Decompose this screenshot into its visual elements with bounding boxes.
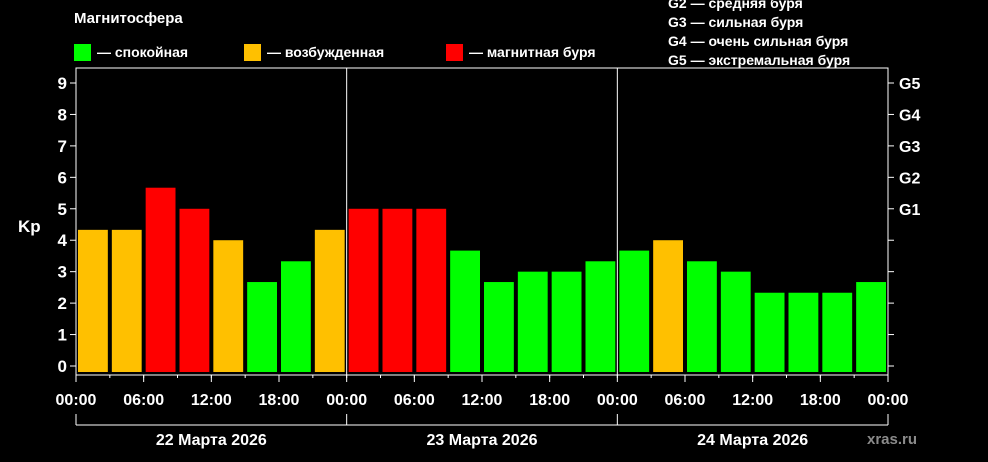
legend-label-excited: — возбужденная bbox=[267, 44, 385, 60]
kp-bar bbox=[856, 282, 886, 372]
g-scale-label: G3 bbox=[899, 139, 920, 156]
kp-bar bbox=[653, 240, 683, 372]
y-tick-label: 6 bbox=[58, 168, 67, 187]
y-tick-label: 2 bbox=[58, 294, 67, 313]
kp-bar bbox=[484, 282, 514, 372]
legend-item-quiet: — спокойная bbox=[74, 42, 188, 62]
y-tick-label: 9 bbox=[58, 74, 67, 93]
kp-bar bbox=[687, 261, 717, 372]
kp-bar bbox=[585, 261, 616, 372]
y-tick-label: 7 bbox=[58, 137, 67, 156]
watermark: xras.ru bbox=[867, 431, 918, 448]
x-tick-label: 00:00 bbox=[56, 392, 97, 409]
storm-scale-g2: G2 — средняя буря bbox=[668, 0, 803, 11]
kp-bar bbox=[788, 292, 819, 372]
legend-label-storm: — магнитная буря bbox=[469, 44, 596, 60]
x-tick-label: 18:00 bbox=[800, 392, 841, 409]
kp-bar bbox=[720, 271, 751, 372]
day-label: 24 Марта 2026 bbox=[697, 432, 808, 449]
kp-bar bbox=[517, 271, 548, 372]
y-tick-label: 5 bbox=[58, 200, 67, 219]
y-tick-label: 4 bbox=[58, 231, 68, 250]
y-tick-label: 1 bbox=[58, 326, 67, 345]
kp-bar bbox=[281, 261, 311, 372]
x-tick-label: 06:00 bbox=[123, 392, 164, 409]
x-tick-label: 18:00 bbox=[529, 392, 570, 409]
x-tick-label: 12:00 bbox=[191, 392, 232, 409]
legend-item-storm: — магнитная буря bbox=[446, 42, 596, 62]
y-tick-label: 0 bbox=[58, 357, 67, 376]
y-tick-label: 8 bbox=[58, 105, 67, 124]
kp-bar bbox=[348, 208, 379, 372]
x-tick-label: 12:00 bbox=[732, 392, 773, 409]
storm-scale-g4: G4 — очень сильная буря bbox=[668, 33, 849, 49]
storm-scale-g5: G5 — экстремальная буря bbox=[668, 52, 851, 68]
legend-item-excited: — возбужденная bbox=[244, 42, 384, 62]
kp-bar bbox=[754, 292, 785, 372]
kp-bar bbox=[450, 250, 480, 372]
legend-swatch-storm bbox=[446, 43, 463, 61]
kp-bar bbox=[78, 229, 108, 372]
kp-bar bbox=[382, 208, 413, 372]
g-scale-label: G4 bbox=[899, 107, 920, 124]
day-label: 23 Марта 2026 bbox=[427, 432, 538, 449]
g-scale-label: G2 bbox=[899, 170, 920, 187]
legend-title: Магнитосфера bbox=[74, 10, 183, 27]
x-tick-label: 00:00 bbox=[326, 392, 367, 409]
x-tick-label: 06:00 bbox=[394, 392, 435, 409]
kp-bar bbox=[619, 250, 650, 372]
kp-bar bbox=[247, 282, 277, 372]
kp-bar bbox=[416, 208, 447, 372]
x-tick-label: 00:00 bbox=[868, 392, 909, 409]
kp-bar bbox=[551, 271, 582, 372]
legend-label-quiet: — спокойная bbox=[97, 44, 189, 60]
g-scale-label: G1 bbox=[899, 202, 920, 219]
kp-bar bbox=[822, 292, 853, 372]
kp-bar bbox=[145, 187, 176, 372]
legend-swatch-quiet bbox=[74, 43, 91, 61]
y-axis-label: Kp bbox=[18, 217, 41, 236]
kp-bar bbox=[314, 229, 345, 372]
x-tick-label: 06:00 bbox=[665, 392, 706, 409]
kp-bar bbox=[179, 208, 210, 372]
g-scale-label: G5 bbox=[899, 76, 920, 93]
day-label: 22 Марта 2026 bbox=[156, 432, 267, 449]
kp-bar bbox=[111, 229, 142, 372]
y-tick-label: 3 bbox=[58, 263, 67, 282]
storm-scale-list: G2 — средняя буря G3 — сильная буря G4 —… bbox=[668, 0, 850, 70]
kp-bar bbox=[213, 240, 244, 372]
storm-scale-g3: G3 — сильная буря bbox=[668, 14, 804, 30]
legend-swatch-excited bbox=[244, 43, 261, 61]
x-tick-label: 00:00 bbox=[597, 392, 638, 409]
x-tick-label: 18:00 bbox=[259, 392, 300, 409]
x-tick-label: 12:00 bbox=[462, 392, 503, 409]
